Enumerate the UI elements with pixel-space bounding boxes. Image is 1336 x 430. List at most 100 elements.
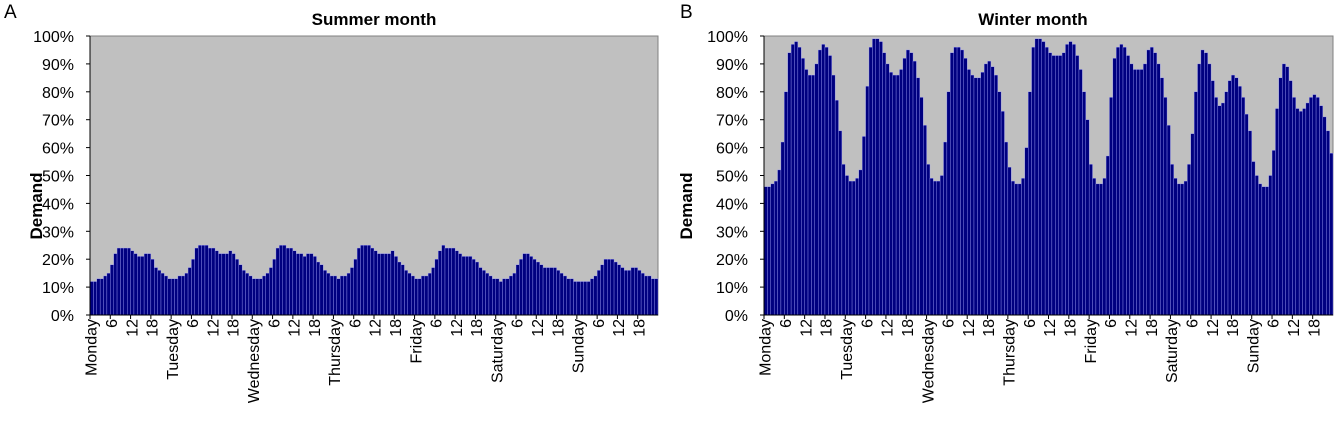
demand-bar: [559, 272, 564, 316]
demand-bar: [275, 247, 280, 316]
demand-bar: [1278, 77, 1283, 316]
demand-bar: [1322, 116, 1327, 316]
demand-bar: [164, 275, 168, 316]
y-tick-label: 100%: [707, 29, 748, 46]
demand-bar: [478, 267, 483, 316]
demand-bar: [590, 278, 594, 316]
demand-bar: [498, 281, 503, 316]
summer-demand-chart: A Summer month Demand 0% 10% 20% 30% 40% 50% 6…: [4, 2, 659, 403]
demand-bar: [763, 186, 768, 316]
demand-bar: [258, 278, 263, 316]
demand-bar: [340, 275, 344, 316]
x-tick-label: 6: [859, 319, 876, 328]
demand-bar: [170, 278, 175, 316]
demand-bar: [566, 278, 571, 316]
y-tick-label: 70%: [42, 113, 74, 130]
demand-bar: [458, 253, 463, 316]
demand-bar: [784, 91, 788, 316]
x-tick-label: 18: [900, 319, 917, 337]
demand-bar: [644, 275, 649, 316]
demand-bar: [1207, 63, 1212, 316]
demand-bar: [767, 186, 771, 316]
demand-bar: [1210, 80, 1215, 316]
demand-bar: [1197, 63, 1202, 316]
demand-bar: [933, 180, 937, 316]
demand-bar: [536, 261, 540, 316]
demand-bar: [1085, 119, 1090, 316]
demand-bar: [110, 264, 114, 316]
demand-bar: [576, 281, 581, 316]
demand-bar: [174, 278, 179, 316]
demand-bar: [214, 250, 219, 316]
demand-bar: [1288, 80, 1293, 316]
demand-bar: [99, 278, 104, 316]
x-tick-label: 12: [961, 319, 978, 337]
x-tick-label: 6: [266, 319, 283, 328]
demand-bar: [96, 278, 101, 316]
demand-bar: [1075, 55, 1080, 316]
demand-bar: [1251, 161, 1256, 316]
demand-bar: [620, 267, 625, 316]
demand-bar: [593, 275, 598, 316]
y-tick-label: 40%: [716, 196, 748, 213]
y-tick-label: 100%: [33, 29, 74, 46]
demand-bar: [1048, 52, 1053, 316]
demand-bar: [899, 69, 904, 316]
demand-bar: [262, 275, 266, 316]
demand-bar: [1038, 38, 1042, 316]
demand-bar: [211, 247, 216, 316]
demand-bar: [994, 74, 998, 316]
demand-bar: [356, 247, 361, 316]
demand-bar: [184, 272, 189, 316]
y-tick-label: 20%: [42, 252, 74, 269]
demand-bar: [1187, 164, 1191, 316]
demand-bar: [231, 253, 236, 316]
demand-bar: [640, 272, 645, 316]
x-tick-label: Friday: [408, 319, 425, 363]
x-tick-label: 18: [469, 319, 486, 337]
demand-bar: [167, 278, 172, 316]
x-tick-label: 6: [185, 319, 202, 328]
panel-letter-a: A: [4, 2, 17, 23]
demand-bar: [346, 272, 351, 316]
demand-bar: [221, 253, 226, 316]
demand-bar: [532, 259, 537, 316]
demand-bar: [143, 253, 148, 316]
demand-bar: [482, 270, 486, 316]
demand-bar: [370, 247, 375, 316]
demand-bar: [336, 278, 341, 316]
demand-bar: [613, 261, 618, 316]
x-tick-label: 18: [145, 319, 162, 337]
demand-bar: [187, 267, 192, 316]
demand-bar: [797, 46, 802, 316]
demand-bar: [127, 247, 131, 316]
x-tick-label: 6: [1184, 319, 1201, 328]
demand-bar: [586, 281, 591, 316]
demand-bar: [1204, 52, 1208, 316]
demand-bar: [916, 77, 920, 316]
demand-bar: [1095, 183, 1100, 316]
demand-bar: [485, 272, 490, 316]
demand-bar: [208, 247, 212, 316]
x-tick-label: 18: [388, 319, 405, 337]
chart-panel-b: B Winter month Demand 0% 10% 20% 30% 40% 50% 6…: [668, 0, 1336, 430]
demand-bar: [468, 256, 473, 316]
demand-bar: [600, 264, 605, 316]
demand-bar: [906, 49, 910, 316]
demand-bar: [407, 272, 412, 316]
demand-bar: [461, 256, 466, 316]
demand-bar: [1041, 41, 1046, 316]
demand-bar: [868, 46, 873, 316]
demand-bar: [1295, 108, 1300, 316]
demand-bar: [238, 264, 243, 316]
demand-bar: [1244, 113, 1249, 316]
demand-bar: [851, 180, 856, 316]
demand-bar: [654, 278, 659, 316]
demand-bar: [865, 86, 870, 316]
x-tick-label: Saturday: [1164, 319, 1181, 383]
demand-bar: [438, 250, 442, 316]
demand-bar: [1231, 74, 1235, 316]
demand-bar: [525, 253, 530, 316]
demand-bar: [882, 52, 887, 316]
demand-bar: [1014, 183, 1019, 316]
